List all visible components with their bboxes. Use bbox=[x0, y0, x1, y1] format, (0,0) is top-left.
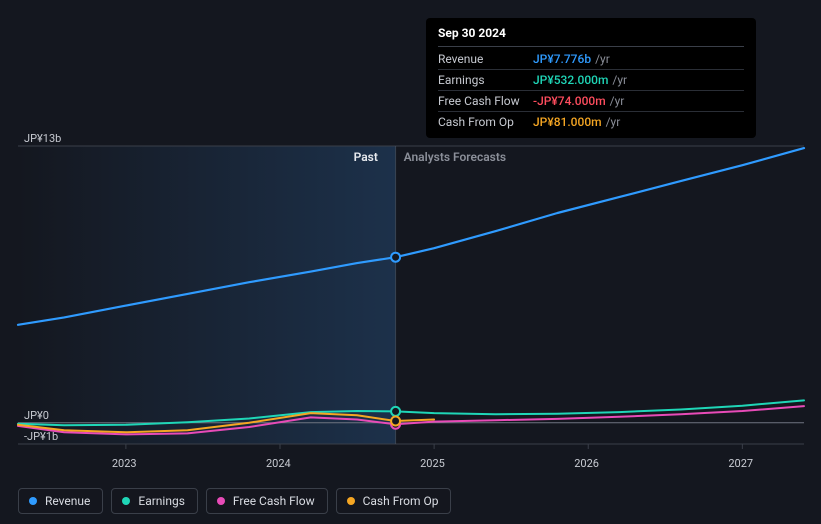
tooltip-row-earnings: EarningsJP¥532.000m/yr bbox=[438, 70, 744, 91]
financials-chart: -JP¥1b JP¥0 JP¥13b 2023 2024 2025 2026 2027 Pa… bbox=[0, 0, 821, 524]
legend-dot-icon bbox=[217, 497, 225, 505]
x-tick-label: 2025 bbox=[420, 457, 445, 470]
legend-item-revenue[interactable]: Revenue bbox=[18, 488, 103, 514]
legend-item-label: Earnings bbox=[138, 494, 185, 508]
chart-tooltip: Sep 30 2024 RevenueJP¥7.776b/yrEarningsJ… bbox=[426, 18, 756, 138]
tooltip-row-fcf: Free Cash Flow-JP¥74.000m/yr bbox=[438, 91, 744, 112]
legend-dot-icon bbox=[122, 497, 130, 505]
legend-item-label: Cash From Op bbox=[363, 494, 439, 508]
tooltip-row-value: -JP¥74.000m bbox=[533, 94, 606, 108]
tooltip-row-value: JP¥7.776b bbox=[533, 52, 591, 66]
tooltip-row-cfo: Cash From OpJP¥81.000m/yr bbox=[438, 112, 744, 132]
tooltip-date: Sep 30 2024 bbox=[438, 26, 744, 47]
y-tick-label: JP¥0 bbox=[24, 409, 49, 422]
tooltip-row-value: JP¥81.000m bbox=[533, 115, 602, 129]
x-tick-label: 2023 bbox=[112, 457, 137, 470]
forecast-section-label: Analysts Forecasts bbox=[404, 150, 506, 164]
tooltip-row-unit: /yr bbox=[612, 73, 627, 87]
tooltip-row-unit: /yr bbox=[595, 52, 610, 66]
y-tick-label: JP¥13b bbox=[24, 132, 61, 145]
legend-item-label: Revenue bbox=[45, 494, 90, 508]
x-tick-label: 2027 bbox=[728, 457, 753, 470]
tooltip-row-unit: /yr bbox=[606, 115, 621, 129]
tooltip-row-label: Earnings bbox=[438, 73, 533, 87]
legend-item-earnings[interactable]: Earnings bbox=[111, 488, 198, 514]
tooltip-row-revenue: RevenueJP¥7.776b/yr bbox=[438, 49, 744, 70]
legend-item-label: Free Cash Flow bbox=[233, 494, 315, 508]
tooltip-row-label: Cash From Op bbox=[438, 115, 533, 129]
x-tick-label: 2026 bbox=[574, 457, 599, 470]
legend-dot-icon bbox=[29, 497, 37, 505]
legend-item-cfo[interactable]: Cash From Op bbox=[336, 488, 452, 514]
series-marker-revenue bbox=[391, 253, 400, 262]
series-marker-cfo bbox=[391, 416, 400, 425]
tooltip-row-label: Revenue bbox=[438, 52, 533, 66]
legend-dot-icon bbox=[347, 497, 355, 505]
legend-item-fcf[interactable]: Free Cash Flow bbox=[206, 488, 328, 514]
x-tick-label: 2024 bbox=[266, 457, 291, 470]
tooltip-row-label: Free Cash Flow bbox=[438, 94, 533, 108]
chart-legend: Revenue Earnings Free Cash Flow Cash From O… bbox=[18, 488, 451, 514]
y-tick-label: -JP¥1b bbox=[24, 430, 58, 443]
tooltip-row-unit: /yr bbox=[610, 94, 625, 108]
series-marker-earnings bbox=[391, 407, 400, 416]
tooltip-row-value: JP¥532.000m bbox=[533, 73, 608, 87]
past-section-label: Past bbox=[354, 150, 378, 164]
